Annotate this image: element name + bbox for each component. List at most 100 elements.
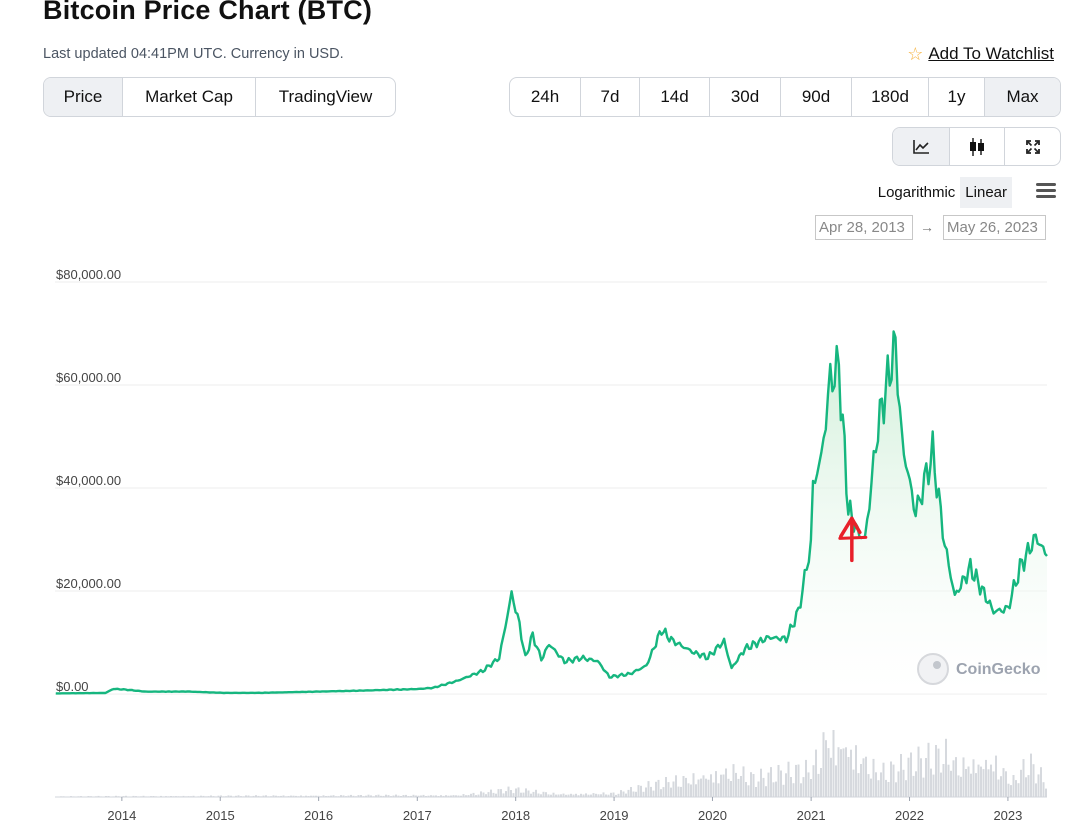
volume-bar xyxy=(997,779,1000,797)
volume-bar xyxy=(555,794,557,797)
volume-bar xyxy=(707,779,710,797)
add-to-watchlist-link[interactable]: ☆ Add To Watchlist xyxy=(907,44,1054,64)
volume-bar xyxy=(510,790,512,797)
range-90d-button[interactable]: 90d xyxy=(781,78,852,116)
tab-price[interactable]: Price xyxy=(44,78,123,116)
date-from-input[interactable]: Apr 28, 2013 xyxy=(815,215,913,240)
volume-bar xyxy=(610,792,612,797)
volume-bar xyxy=(717,783,720,797)
volume-bar xyxy=(477,794,480,797)
volume-bar xyxy=(565,794,567,797)
tab-market-cap[interactable]: Market Cap xyxy=(123,78,256,116)
volume-bar xyxy=(940,772,942,797)
volume-bar xyxy=(432,795,435,797)
volume-bar xyxy=(760,768,762,797)
volume-bar xyxy=(890,761,892,797)
y-tick-label: $20,000.00 xyxy=(56,576,121,591)
volume-bar xyxy=(827,748,830,797)
volume-bar xyxy=(350,794,352,797)
volume-bar xyxy=(380,795,382,797)
volume-bar xyxy=(160,795,162,797)
volume-bar xyxy=(282,795,285,797)
range-180d-button[interactable]: 180d xyxy=(852,78,929,116)
volume-bar xyxy=(562,793,565,797)
logarithmic-scale-option[interactable]: Logarithmic xyxy=(877,184,956,201)
x-tick-label: 2023 xyxy=(993,808,1022,823)
volume-bar xyxy=(387,795,390,797)
volume-bar xyxy=(982,769,985,797)
volume-bar xyxy=(995,755,997,797)
volume-bar xyxy=(750,772,752,797)
volume-bar xyxy=(415,795,417,797)
volume-bar xyxy=(687,783,690,797)
volume-bar xyxy=(820,768,822,797)
volume-bar xyxy=(902,769,905,797)
watermark-text: CoinGecko xyxy=(956,661,1041,678)
range-max-button[interactable]: Max xyxy=(985,78,1060,116)
volume-bar xyxy=(640,785,642,797)
volume-bar xyxy=(845,747,847,797)
volume-bar xyxy=(840,749,842,797)
volume-bar xyxy=(365,795,367,797)
volume-bar xyxy=(542,791,545,797)
volume-bar xyxy=(97,795,100,797)
linear-scale-option[interactable]: Linear xyxy=(960,177,1012,208)
x-tick-label: 2021 xyxy=(797,808,826,823)
line-chart-button[interactable] xyxy=(893,128,950,165)
volume-bar xyxy=(467,795,470,797)
volume-bar xyxy=(450,795,452,797)
tab-tradingview[interactable]: TradingView xyxy=(278,87,373,106)
volume-bar xyxy=(295,795,297,797)
range-30d-button[interactable]: 30d xyxy=(710,78,781,116)
range-14d-button[interactable]: 14d xyxy=(640,78,710,116)
volume-bar xyxy=(990,764,992,797)
volume-bar xyxy=(547,794,550,797)
y-tick-label: $80,000.00 xyxy=(56,267,121,282)
volume-bar xyxy=(660,789,662,797)
volume-bar xyxy=(347,795,350,797)
volume-bar xyxy=(580,793,582,797)
volume-bar xyxy=(1030,753,1032,797)
volume-bar xyxy=(527,790,530,797)
volume-bar xyxy=(790,777,792,797)
chart-menu-icon[interactable] xyxy=(1036,183,1056,201)
volume-bar xyxy=(1005,771,1007,797)
candlestick-button[interactable] xyxy=(950,128,1005,165)
volume-bar xyxy=(935,745,937,797)
x-tick-label: 2018 xyxy=(501,808,530,823)
volume-bar xyxy=(865,756,867,797)
volume-bar xyxy=(252,795,255,797)
annotation-arrow xyxy=(838,516,868,563)
volume-bar xyxy=(377,794,380,797)
volume-bar xyxy=(830,757,832,797)
volume-bar xyxy=(272,795,275,797)
volume-bar xyxy=(927,742,930,797)
volume-bar xyxy=(1017,783,1020,797)
volume-bar xyxy=(445,795,447,797)
range-7d-button[interactable]: 7d xyxy=(581,78,640,116)
volume-bar xyxy=(257,795,260,797)
range-1y-button[interactable]: 1y xyxy=(929,78,985,116)
volume-bar xyxy=(987,769,990,797)
volume-bar xyxy=(1022,759,1025,797)
volume-bar xyxy=(677,786,680,797)
volume-bar xyxy=(1012,775,1015,797)
volume-bar xyxy=(637,785,640,797)
volume-bar xyxy=(730,781,732,797)
volume-bar xyxy=(972,759,975,797)
volume-bar xyxy=(767,772,770,797)
volume-bar xyxy=(420,795,422,797)
fullscreen-button[interactable] xyxy=(1005,128,1060,165)
volume-bar xyxy=(690,784,692,797)
volume-bar xyxy=(322,795,325,797)
volume-bar xyxy=(797,764,800,797)
volume-bar xyxy=(305,795,307,797)
range-24h-button[interactable]: 24h xyxy=(510,78,581,116)
volume-bar xyxy=(857,773,860,797)
watchlist-label: Add To Watchlist xyxy=(928,44,1054,63)
date-to-input[interactable]: May 26, 2023 xyxy=(943,215,1046,240)
volume-bar xyxy=(505,791,507,797)
volume-bar xyxy=(292,795,295,797)
volume-bar xyxy=(815,749,817,797)
